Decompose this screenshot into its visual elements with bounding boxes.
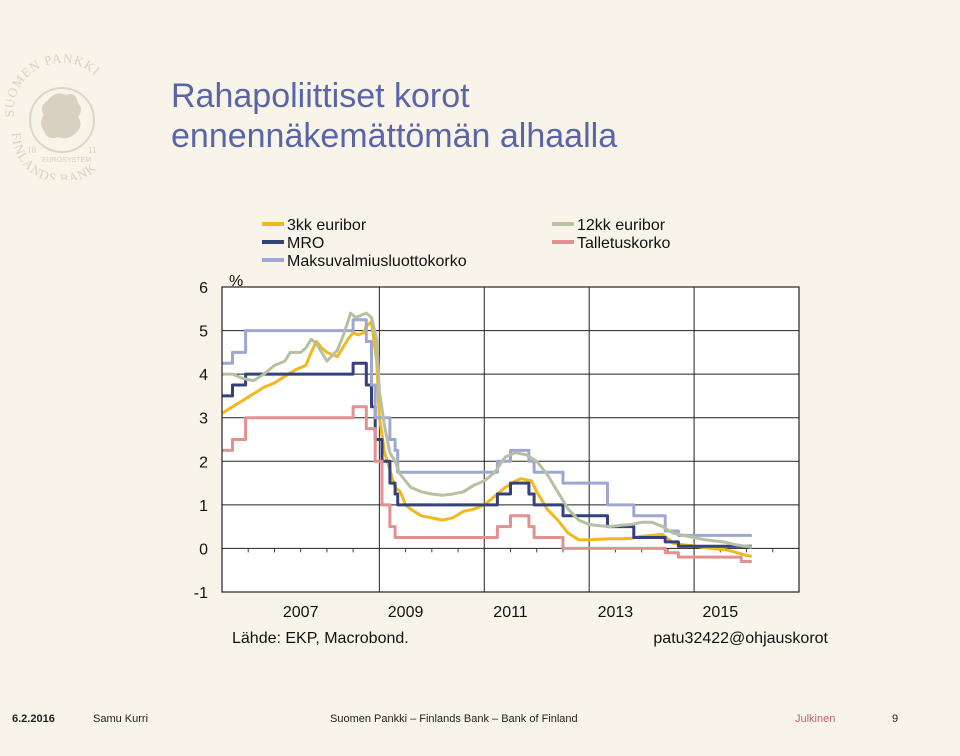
y-tick-label: 1 [199,498,208,515]
y-tick-label: 5 [199,324,208,341]
footer-page-number: 9 [892,713,899,725]
footer-author: Samu Kurri [93,713,149,725]
plot-area [222,287,799,592]
logo-year-left: 18 [27,145,37,155]
legend-label-0: 3kk euribor [287,217,367,234]
footer-organization: Suomen Pankki – Finlands Bank – Bank of … [330,713,578,725]
footer-date: 6.2.2016 [12,713,55,725]
x-tick-label: 2009 [388,604,424,621]
legend-label-3: 12kk euribor [577,217,666,234]
interest-rate-chart: -1 0 1 2 3 4 5 6 % 2007 2009 2011 2013 2015 Lähde: EKP… [194,217,829,647]
x-tick-label: 2011 [493,604,528,621]
page-title: Rahapoliittiset korot ennennäkemättömän … [171,76,871,156]
y-tick-label: 2 [199,454,208,471]
y-axis-label: % [229,273,243,290]
y-tick-label: 3 [199,411,208,428]
svg-text:FINLANDS BANK: FINLANDS BANK [9,132,99,180]
y-tick-label: 4 [199,367,208,384]
chart-code: patu32422@ohjauskorot [653,630,828,647]
legend-label-1: MRO [287,235,324,252]
footer-classification: Julkinen [795,713,836,725]
logo-band: EUROSYSTEM [42,157,91,164]
series-line-3 [222,311,753,549]
series-line-4 [222,405,752,563]
legend-label-2: Maksuvalmiusluottokorko [287,253,467,270]
x-tick-label: 2007 [283,604,319,621]
page-title-line-2: ennennäkemättömän alhaalla [171,117,618,155]
logo-year-right: 11 [88,145,97,155]
page-title-line-1: Rahapoliittiset korot [171,77,470,115]
x-tick-label: 2015 [703,604,739,621]
series-line-2 [222,318,752,537]
y-tick-label: 6 [199,280,208,297]
logo-text-bottom: FINLANDS BANK [9,132,98,180]
plot-border [221,286,800,593]
y-tick-label: -1 [194,585,208,602]
y-tick-label: 0 [199,541,208,558]
bank-seal-logo: SUOMEN PANKKI FINLANDS BANK 18 11 EUROSY… [2,50,103,180]
lion-emblem-icon [41,93,81,139]
chart-source: Lähde: EKP, Macrobond. [232,630,409,647]
legend-label-4: Talletuskorko [577,235,670,252]
x-tick-label: 2013 [598,604,634,621]
